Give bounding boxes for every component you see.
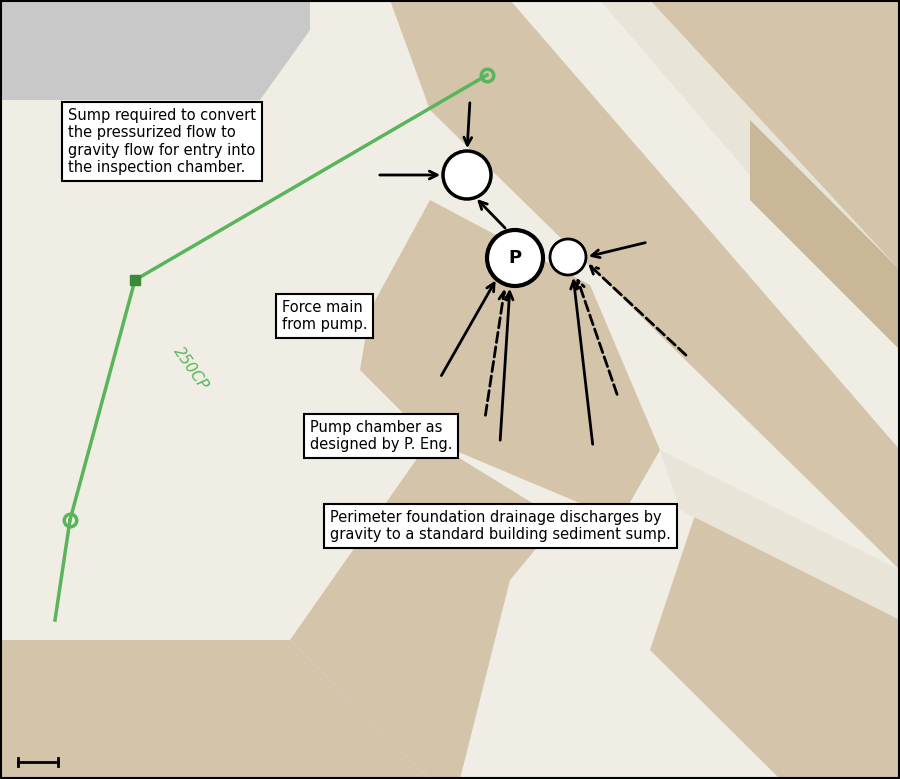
Polygon shape bbox=[600, 0, 900, 270]
Circle shape bbox=[443, 151, 491, 199]
Text: Perimeter foundation drainage discharges by
gravity to a standard building sedim: Perimeter foundation drainage discharges… bbox=[330, 510, 670, 542]
Text: Sump required to convert
the pressurized flow to
gravity flow for entry into
the: Sump required to convert the pressurized… bbox=[68, 108, 256, 175]
Polygon shape bbox=[290, 440, 560, 779]
Polygon shape bbox=[750, 120, 900, 350]
Text: P: P bbox=[508, 249, 522, 267]
Text: Force main
from pump.: Force main from pump. bbox=[282, 300, 367, 333]
Polygon shape bbox=[540, 0, 900, 350]
Polygon shape bbox=[660, 450, 900, 620]
Circle shape bbox=[550, 239, 586, 275]
Text: 250CP: 250CP bbox=[170, 344, 211, 393]
Text: Pump chamber as
designed by P. Eng.: Pump chamber as designed by P. Eng. bbox=[310, 420, 453, 453]
Polygon shape bbox=[360, 200, 660, 520]
Circle shape bbox=[487, 230, 543, 286]
Polygon shape bbox=[390, 0, 900, 570]
Polygon shape bbox=[0, 640, 430, 779]
Polygon shape bbox=[650, 500, 900, 779]
Polygon shape bbox=[0, 0, 310, 100]
